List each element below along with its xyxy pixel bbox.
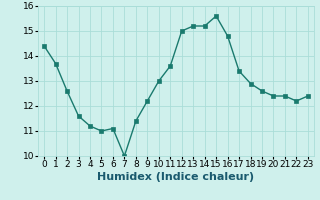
X-axis label: Humidex (Indice chaleur): Humidex (Indice chaleur) xyxy=(97,172,255,182)
